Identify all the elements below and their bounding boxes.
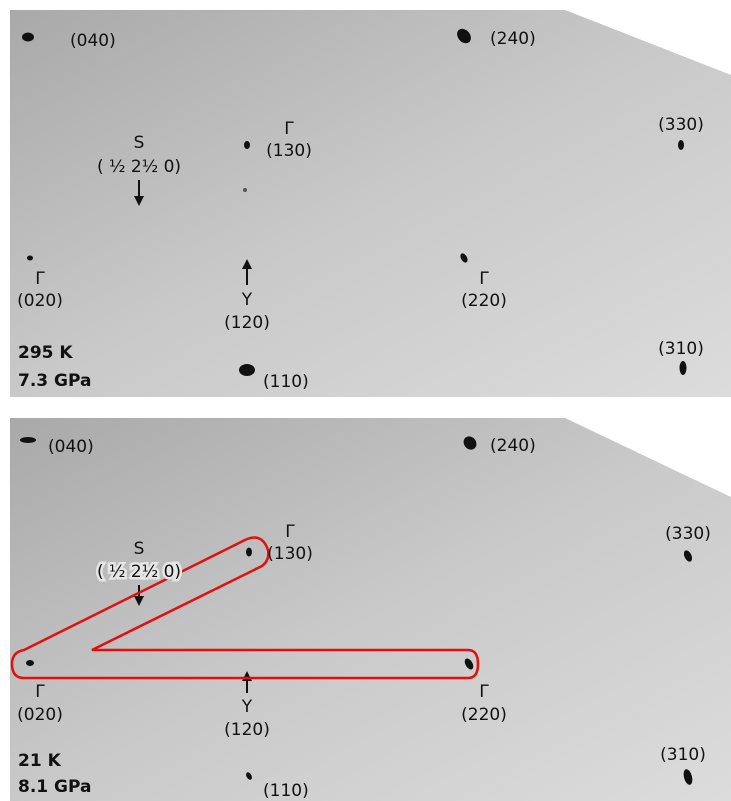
diffraction-image	[10, 418, 731, 801]
diffraction-image	[10, 10, 731, 397]
spot-label: (040)	[70, 31, 116, 51]
spot-label: Y	[241, 290, 253, 310]
spot-label: (220)	[461, 291, 507, 311]
spot-label: (310)	[658, 339, 704, 359]
spot-label: (220)	[461, 705, 507, 725]
spots	[20, 28, 693, 785]
spot-label: (130)	[266, 141, 312, 161]
spot-label: Γ	[284, 119, 294, 139]
spot-label: Γ	[285, 522, 295, 542]
spot-label: (020)	[17, 705, 63, 725]
spot-label: (110)	[263, 372, 309, 392]
temperature: 21 K	[18, 751, 62, 771]
spot-label: (310)	[660, 745, 706, 765]
spot-label: (120)	[224, 313, 270, 333]
spot-label: ( ½ 2½ 0)	[97, 157, 181, 177]
spot-label: (330)	[665, 524, 711, 544]
spot-label: (240)	[490, 29, 536, 49]
arrows	[134, 180, 252, 693]
temperature: 295 K	[18, 343, 73, 363]
spot-label: S	[134, 133, 145, 153]
spot-label: (040)	[48, 437, 94, 457]
spot-label: Γ	[35, 269, 45, 289]
spot-label: Γ	[479, 269, 489, 289]
spot-label: Γ	[35, 682, 45, 702]
spot-label: (110)	[263, 781, 309, 801]
spot-label: ( ½ 2½ 0)	[97, 562, 181, 582]
spot-label: (120)	[224, 720, 270, 740]
pressure: 8.1 GPa	[18, 777, 91, 797]
spot-label: (130)	[267, 544, 313, 564]
spot-label: (240)	[490, 436, 536, 456]
spot-label: S	[134, 539, 145, 559]
spot-label: Γ	[479, 682, 489, 702]
highlight-outline	[10, 536, 480, 680]
spot-label: (330)	[658, 115, 704, 135]
pressure: 7.3 GPa	[18, 371, 91, 391]
spot-label: (020)	[17, 291, 63, 311]
spot-label: Y	[241, 697, 253, 717]
